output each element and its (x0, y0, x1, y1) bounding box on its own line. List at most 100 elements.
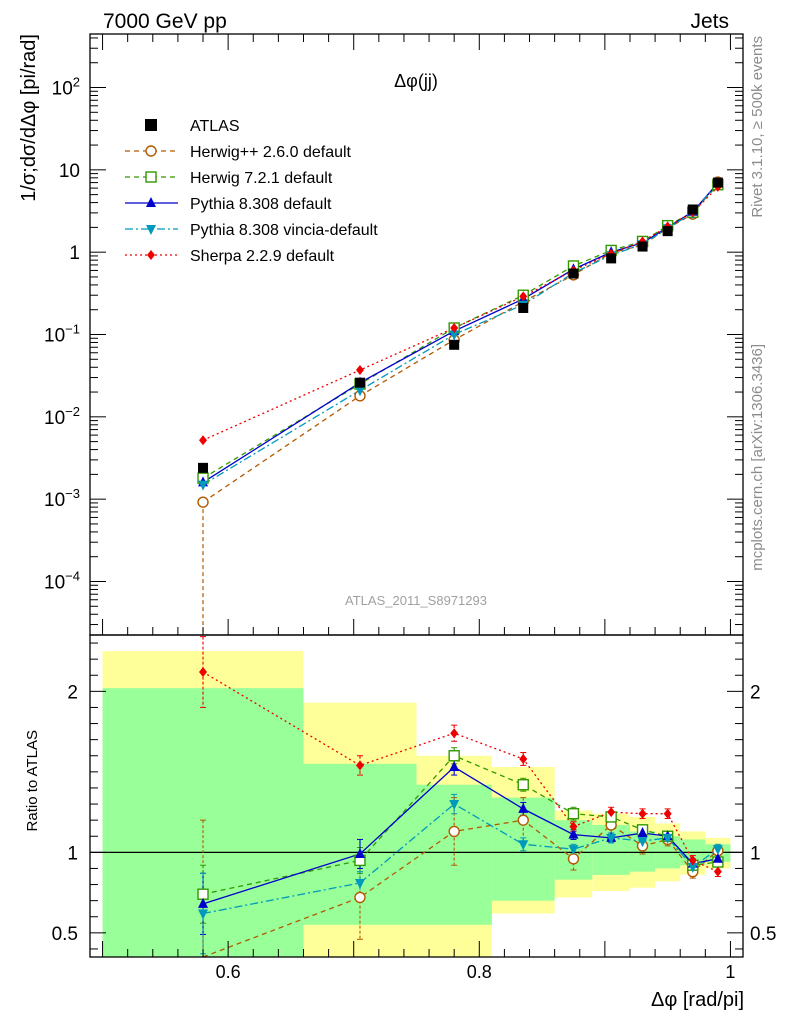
marker-diamond (569, 821, 578, 832)
side-label-top: Rivet 3.1.10, ≥ 500k events (749, 36, 766, 218)
main-plot-marks (197, 176, 724, 635)
marker-diamond (199, 667, 208, 678)
data-point (637, 241, 648, 252)
legend-label: Pythia 8.308 vincia-default (190, 222, 378, 239)
ratio-series-line (202, 766, 719, 905)
marker-diamond (355, 365, 364, 376)
marker-circle (354, 891, 366, 904)
marker-diamond (519, 291, 528, 302)
x-tick-label: 0.6 (216, 962, 241, 982)
marker-triangle-down (518, 840, 529, 851)
marker-square (448, 750, 460, 762)
legend: ATLAS Herwig++ 2.6.0 default Herwig 7.2.1 … (125, 118, 378, 265)
ratio-series-line (202, 803, 719, 915)
x-axis-label: Δφ [rad/pi] (651, 989, 744, 1011)
marker-circle (448, 825, 460, 838)
data-point (712, 177, 723, 188)
main-series-line (202, 186, 719, 441)
legend-label: ATLAS (190, 118, 240, 135)
marker-triangle-down (449, 800, 460, 811)
marker-triangle-up (518, 802, 529, 813)
marker-diamond (638, 808, 647, 819)
legend-marker-data (145, 119, 157, 131)
data-point (687, 204, 698, 215)
legend-label: Herwig++ 2.6.0 default (190, 144, 352, 161)
data-point (568, 268, 579, 279)
marker-diamond (450, 728, 459, 739)
main-series-line (202, 182, 719, 486)
main-series-line (202, 181, 719, 503)
marker-triangle-down (146, 225, 156, 235)
marker-square (145, 171, 157, 183)
marker-diamond (519, 753, 528, 764)
y-axis-label-main: 1/σ;dσ/dΔφ [pi/rad] (18, 34, 40, 202)
header-left: 7000 GeV pp (103, 10, 227, 33)
data-point (198, 462, 209, 473)
marker-triangle-down (606, 833, 617, 844)
marker-triangle-down (354, 878, 365, 889)
marker-triangle-up (568, 828, 579, 839)
marker-diamond (355, 760, 364, 771)
y-tick-label: 10−2 (44, 404, 80, 429)
data-point (354, 377, 365, 388)
y-tick-label: 10−1 (44, 322, 80, 347)
y-axis-label-ratio: Ratio to ATLAS (24, 730, 41, 831)
marker-triangle-up (198, 897, 209, 908)
marker-triangle-up (146, 197, 156, 207)
marker-diamond (663, 808, 672, 819)
watermark: ATLAS_2011_S8971293 (345, 593, 487, 608)
ratio-plot-frame (89, 634, 744, 958)
ratio-y-tick-label-right: 1 (750, 843, 761, 864)
ratio-y-tick-label-right: 0.5 (750, 924, 776, 945)
marker-square (517, 779, 529, 791)
marker-circle (517, 814, 529, 826)
y-tick-label: 102 (52, 75, 80, 100)
marker-diamond (147, 250, 155, 260)
y-tick-label: 10 (59, 161, 80, 182)
marker-diamond (607, 807, 616, 818)
marker-triangle-up (449, 761, 460, 772)
marker-triangle-up (637, 827, 648, 838)
ratio-y-tick-label: 2 (67, 682, 78, 703)
y-tick-label: 10−3 (44, 486, 80, 511)
marker-triangle-up (712, 852, 723, 863)
marker-triangle-down (687, 862, 698, 873)
ratio-series-line (202, 671, 719, 873)
legend-label: Pythia 8.308 default (190, 196, 332, 213)
plot-title: Δφ(jj) (394, 71, 438, 91)
legend-label: Sherpa 2.2.9 default (190, 248, 335, 265)
marker-circle (567, 853, 580, 865)
marker-diamond (713, 866, 722, 877)
marker-triangle-down (449, 330, 460, 341)
x-tick-label: 0.8 (467, 962, 492, 982)
marker-triangle-down (712, 845, 723, 856)
marker-circle (145, 145, 157, 157)
marker-square (567, 808, 580, 820)
marker-square (197, 888, 209, 900)
data-point (606, 253, 617, 264)
axis-tick-labels: 0.6 0.8 1 102 10 1 10−1 10−2 10−3 10−4 0.5 0.5 1 1 2 2 (44, 75, 776, 982)
marker-triangle-down (662, 833, 673, 844)
marker-triangle-down (198, 480, 209, 491)
data-point (662, 226, 673, 237)
legend-label: Herwig 7.2.1 default (190, 170, 333, 187)
marker-diamond (199, 435, 208, 446)
marker-triangle-down (568, 845, 579, 856)
ratio-series-line (202, 819, 719, 958)
marker-diamond (688, 855, 697, 866)
marker-triangle-down (637, 837, 648, 848)
ratio-plot-marks (197, 636, 724, 958)
data-point (449, 339, 460, 350)
ratio-y-tick-label: 0.5 (52, 924, 78, 945)
marker-circle (197, 496, 209, 508)
y-tick-label: 1 (69, 243, 80, 264)
x-tick-label: 1 (725, 962, 735, 982)
data-point (518, 302, 529, 313)
header-right: Jets (690, 10, 729, 33)
marker-triangle-down (198, 909, 209, 920)
y-tick-label: 10−4 (44, 568, 80, 593)
marker-triangle-up (354, 847, 365, 858)
ratio-y-tick-label: 1 (67, 843, 78, 864)
axis-ticks (90, 34, 743, 957)
